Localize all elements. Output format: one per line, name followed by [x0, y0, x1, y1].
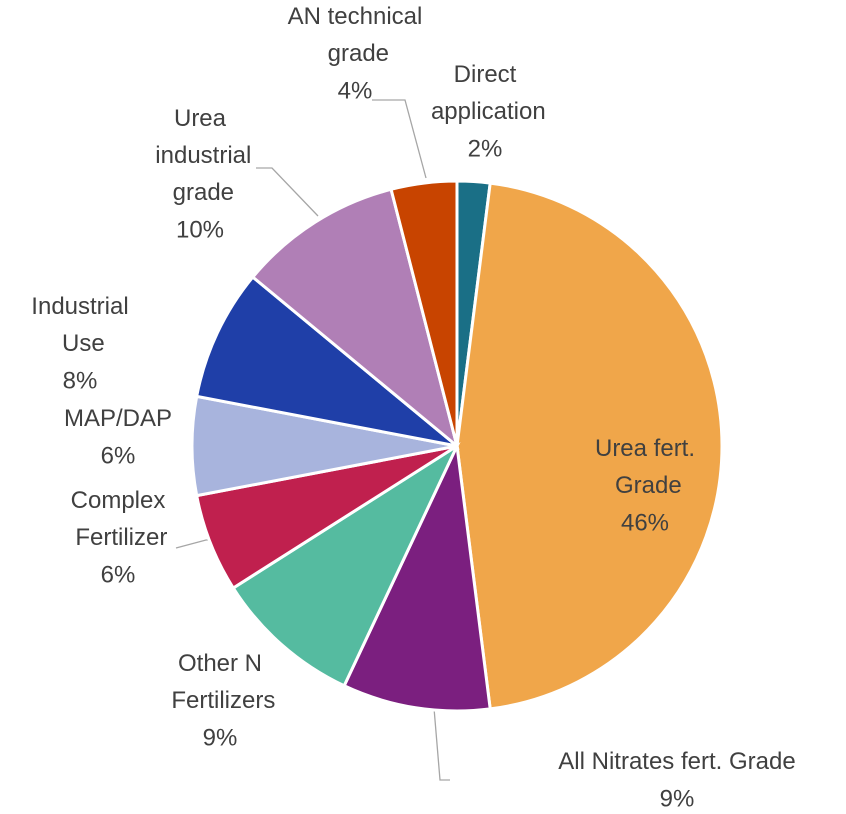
- pie: [190, 179, 724, 713]
- leader-line: [175, 539, 212, 549]
- slice-label: All Nitrates fert. Grade: [558, 748, 795, 775]
- slice-value-label: 6%: [101, 561, 136, 588]
- pie-slice: [231, 441, 461, 688]
- slice-value-label: 2%: [468, 135, 503, 162]
- leader-line: [433, 707, 450, 781]
- slice-value-label: 6%: [101, 442, 136, 469]
- slice-label: AN technical grade: [288, 3, 423, 67]
- slice-value-label: 46%: [621, 509, 669, 536]
- leader-line: [372, 99, 427, 179]
- leader-lines: [175, 99, 450, 781]
- slice-value-label: 4%: [338, 77, 373, 104]
- slice-label: Complex Fertilizer: [69, 487, 168, 551]
- slice-label: MAP/DAP: [64, 405, 172, 432]
- slice-label: Industrial Use: [31, 293, 128, 357]
- pie-slice: [455, 181, 724, 711]
- pie-slice: [342, 440, 492, 713]
- slice-value-label: 9%: [660, 785, 695, 812]
- slice-value-label: 8%: [63, 367, 98, 394]
- slice-label: Urea industrial grade: [149, 105, 252, 206]
- leader-line: [256, 167, 319, 217]
- pie-slice: [194, 274, 458, 448]
- slice-label: Direct application: [424, 61, 545, 125]
- pie-slice: [389, 179, 459, 447]
- pie-slice: [250, 187, 460, 451]
- slice-value-label: 9%: [203, 724, 238, 751]
- slice-label: Other N Fertilizers: [165, 650, 276, 714]
- slice-value-label: 10%: [176, 216, 224, 243]
- slice-label: Urea fert. Grade: [595, 435, 695, 499]
